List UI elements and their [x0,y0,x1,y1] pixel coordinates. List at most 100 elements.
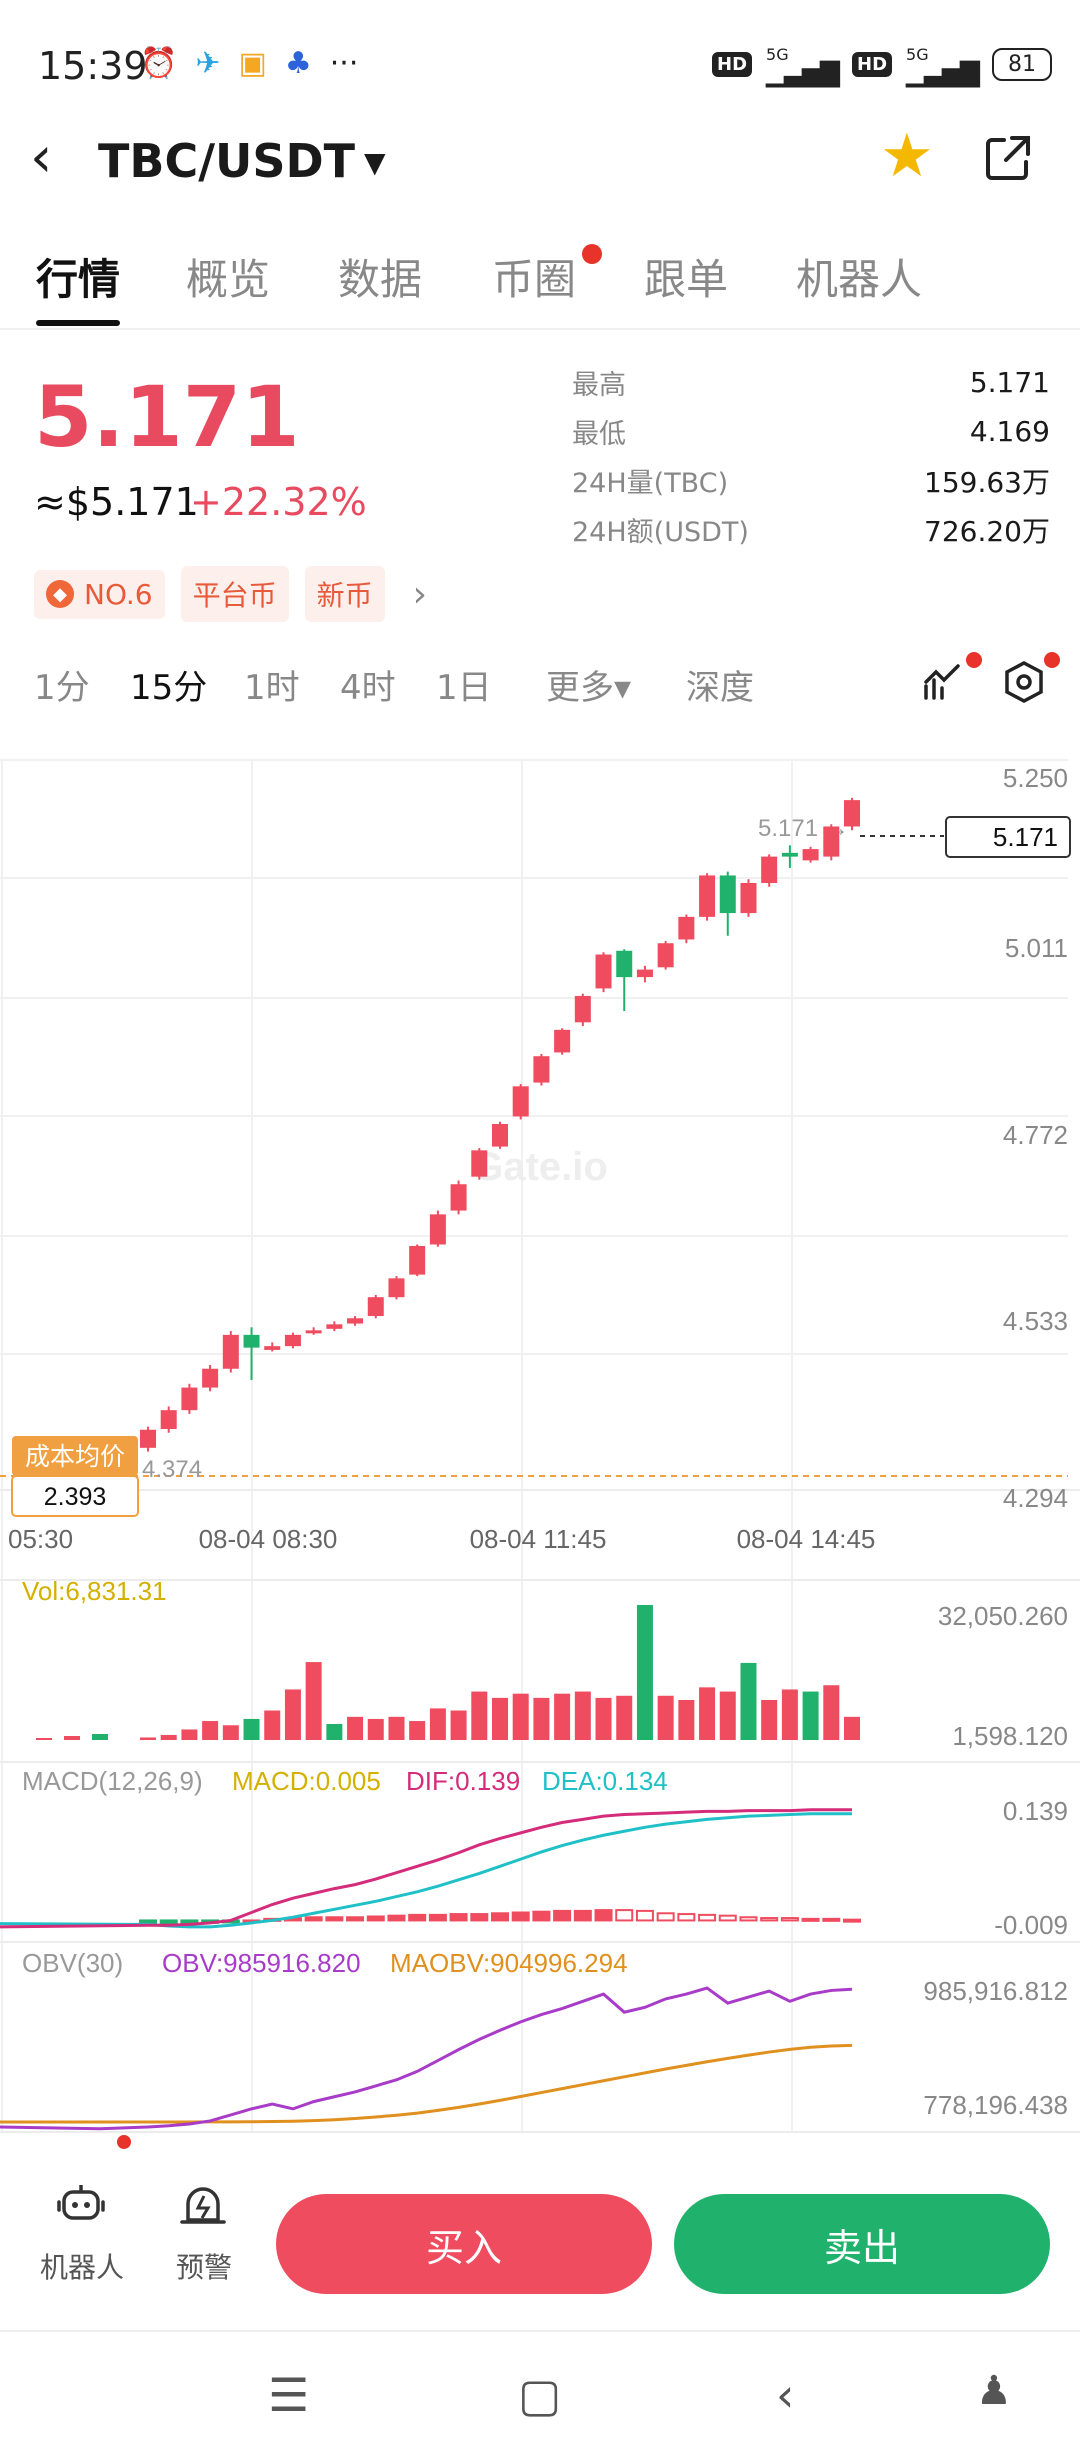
candle-body [781,852,798,857]
tab-copy-trade[interactable]: 跟单 [644,255,729,304]
depth-tab[interactable]: 深度 [686,668,754,708]
candle-body [636,969,653,978]
cost-average-value: 2.393 [44,1483,107,1511]
candle-body [740,882,757,914]
stat-turnover: 24H额(USDT) 726.20万 [572,505,1050,554]
macd-bar [366,1915,385,1922]
tab-market[interactable]: 行情 [36,255,121,304]
y-tick-label: 4.772 [1003,1120,1068,1150]
volume-bar [781,1689,798,1740]
volume-bar [574,1691,591,1740]
obv-max-label: 985,916.812 [923,1976,1068,2006]
chart-grid [0,759,1080,2133]
candle-body [347,1318,364,1324]
rank-icon: ◆ [46,580,74,608]
volume-bar [243,1718,260,1740]
volume-bar [492,1697,508,1740]
network-label: 5G [766,45,789,64]
volume-bar [678,1699,695,1740]
status-time: 15:39 [38,44,148,88]
back-icon[interactable]: ‹ [30,125,53,190]
stat-label: 最低 [572,419,626,450]
community-notification-dot [582,244,602,264]
volume-bar [305,1662,322,1740]
buy-button[interactable]: 买入 [276,2194,652,2294]
kline-chart-area[interactable]: Gate.io 5.250 5.011 4.772 4.533 4.294 05… [0,730,1080,2150]
platform-coin-badge[interactable]: 平台币 [180,566,289,622]
back-nav-icon[interactable]: ‹ [776,2368,795,2422]
assistant-icon[interactable]: ♟ [976,2368,1012,2414]
alert-label[interactable]: 预警 [176,2251,233,2284]
badges-more-icon[interactable]: › [412,573,428,615]
candle-body [719,875,736,914]
volume-bar [533,1697,550,1740]
volume-bar [347,1716,364,1740]
robot-icon[interactable] [56,2180,106,2230]
tab-data[interactable]: 数据 [338,255,423,304]
volume-bar [140,1737,156,1740]
favorite-star-icon[interactable]: ★ [880,121,934,191]
macd-bar [656,1912,675,1922]
watermark: Gate.io [472,1145,608,1189]
macd-bar [325,1916,344,1922]
volume-bar [719,1691,736,1740]
volume-bar [222,1725,239,1740]
candle-body [264,1346,281,1350]
share-icon[interactable] [984,134,1032,182]
interval-1h[interactable]: 1时 [244,668,300,708]
x-tick-label: 08-04 08:30 [199,1524,338,1554]
dea-line [0,1812,852,1929]
stat-low: 最低 4.169 [572,407,1050,456]
candle-body [450,1184,467,1211]
y-tick-label: 4.294 [1003,1483,1068,1513]
volume-bar [450,1710,467,1740]
candle-body [802,849,819,861]
candles [140,797,860,1452]
home-icon[interactable]: ▢ [518,2368,562,2422]
y-tick-label: 4.533 [1003,1306,1068,1336]
candle-body [761,856,778,883]
candle-body [574,995,591,1023]
new-coin-badge[interactable]: 新币 [304,566,385,622]
candle-body [243,1334,260,1348]
tab-overview[interactable]: 概览 [186,255,271,304]
stat-value: 159.63万 [924,465,1050,499]
macd-plot [0,1808,861,1929]
menu-icon[interactable]: ☰ [268,2368,310,2422]
system-nav-bar: ☰ ▢ ‹ ♟ [0,2330,1080,2460]
interval-4h[interactable]: 4时 [340,668,396,708]
volume-min-label: 1,598.120 [952,1721,1068,1751]
candle-body [160,1410,177,1429]
hd-icon-2: HD [852,51,893,77]
interval-1m[interactable]: 1分 [34,668,90,708]
macd-bar [553,1909,572,1922]
alert-icon[interactable] [178,2180,228,2230]
badge-row: ◆ NO.6 平台币 新币 › [34,566,427,622]
stat-high: 最高 5.171 [572,358,1050,407]
volume-bar [64,1736,80,1740]
tab-bots[interactable]: 机器人 [796,255,923,304]
volume-bar [512,1693,529,1740]
candle-body [595,954,612,989]
settings-icon[interactable] [1002,660,1046,704]
interval-1d[interactable]: 1日 [436,668,492,708]
cost-average-tag[interactable] [12,1436,138,1476]
candle-body [471,1150,488,1177]
volume-bar [761,1699,778,1740]
interval-more[interactable]: 更多▾ [546,668,632,708]
sell-button[interactable]: 卖出 [674,2194,1050,2294]
volume-max-label: 32,050.260 [938,1601,1068,1631]
rank-badge[interactable]: ◆ NO.6 [34,569,165,619]
macd-bar [387,1914,406,1922]
tab-community[interactable]: 币圈 [492,255,577,304]
obv-plot [0,1986,853,2131]
pair-title[interactable]: TBC/USDT [98,134,356,188]
macd-bar [511,1911,530,1922]
stat-volume: 24H量(TBC) 159.63万 [572,456,1050,505]
baidu-icon: ♣ [284,46,312,81]
indicator-icon[interactable] [922,662,962,702]
interval-15m[interactable]: 15分 [130,668,208,708]
battery-icon: 81 [992,47,1052,81]
robot-label[interactable]: 机器人 [40,2251,125,2284]
pair-dropdown-icon[interactable]: ▼ [364,146,386,179]
